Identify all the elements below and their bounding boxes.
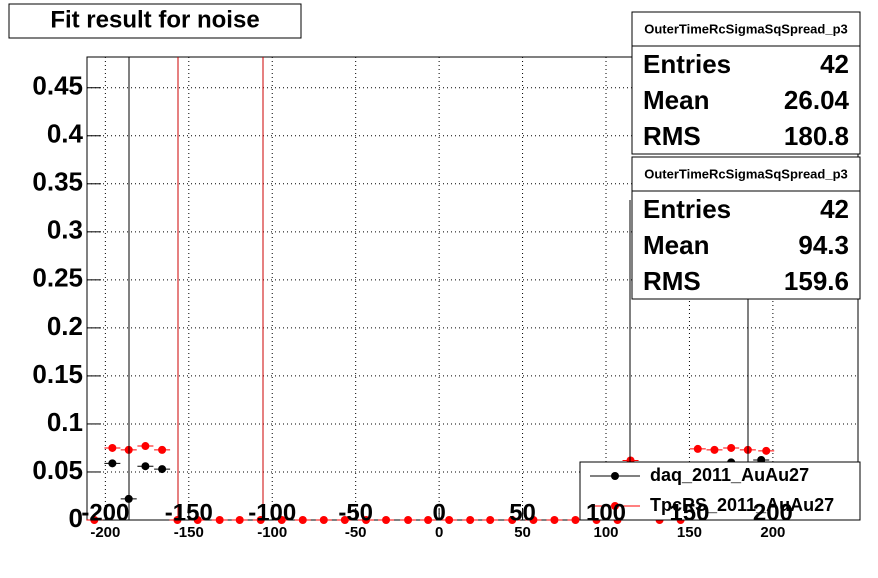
stats-value: 26.04 [784,85,850,115]
marker [141,442,150,451]
marker [141,462,150,471]
y-tick-label: 0.1 [47,407,83,437]
marker [486,516,495,524]
legend-entries: daq_2011_AuAu27 TpcRS_2011_AuAu27 [590,465,834,515]
y-tick-label: 0.3 [47,215,83,245]
marker [693,444,702,453]
stats-box [631,11,861,155]
stats-value: 94.3 [798,230,849,260]
marker [173,516,182,524]
x-tick-label-overlay: -200 [81,499,129,526]
marker [382,516,391,524]
marker [727,443,736,452]
x-tick-label-overlay: -100 [248,499,296,526]
x-tick-label-overlay: 100 [586,499,626,526]
y-tick-label: 0 [69,503,83,533]
x-tick-label: 50 [514,524,531,541]
stats-label: Mean [643,85,709,115]
legend [579,461,861,521]
x-tick-label: -150 [174,524,204,541]
x-tick-label-overlay: 50 [509,499,536,526]
marker [550,516,559,524]
legend-label: daq_2011_AuAu27 [650,465,809,485]
marker [508,516,517,524]
marker [340,516,349,524]
marker [319,516,328,524]
stats-label: Entries [643,49,731,79]
y-tick-label: 0.2 [47,311,83,341]
marker [215,516,224,524]
marker [235,516,244,524]
marker [424,516,433,524]
marker [571,516,580,524]
x-tick-label: -50 [345,524,367,541]
legend-marker [611,472,619,480]
marker [404,516,413,524]
marker [762,446,771,455]
x-tick-label: -100 [257,524,287,541]
x-tick-label-overlay: -50 [338,499,373,526]
y-tick-label: 0.4 [47,119,84,149]
marker [445,516,454,524]
y-tick-label: 0.25 [32,263,83,293]
stats-label: Entries [643,194,731,224]
stats-value: 42 [820,194,849,224]
marker [108,459,117,468]
stats-value: 42 [820,49,849,79]
marker [529,516,538,524]
y-tick-label: 0.15 [32,359,83,389]
x-tick-label-overlay: 150 [669,499,709,526]
stats-label: RMS [643,121,701,151]
marker [710,445,719,454]
stats-value: 180.8 [784,121,849,151]
x-tick-label: 150 [677,524,702,541]
marker [466,516,475,524]
stats-label: RMS [643,266,701,296]
marker [90,516,99,524]
marker [298,516,307,524]
marker [158,445,167,454]
x-tick-label-overlay: 200 [753,499,793,526]
stats-value: 159.6 [784,266,849,296]
x-tick-label: 0 [435,524,443,541]
x-tick-label: -200 [90,524,120,541]
stats-title: OuterTimeRcSigmaSqSpread_p3 [644,166,848,181]
marker [193,516,202,524]
x-tick-label-overlay: 0 [432,499,445,526]
x-tick-label: 100 [593,524,618,541]
stats-box [631,156,861,300]
legend-label: TpcRS_2011_AuAu27 [650,495,834,515]
chart-title: Fit result for noise [50,6,259,33]
marker [362,516,371,524]
title-box [8,3,302,39]
stats-title: OuterTimeRcSigmaSqSpread_p3 [644,21,848,36]
marker [108,443,117,452]
y-tick-label: 0.05 [32,455,83,485]
stats-boxes: OuterTimeRcSigmaSqSpread_p3 Entries 42 Mean… [631,11,861,300]
y-tick-label: 0.35 [32,167,83,197]
x-tick-label: 200 [760,524,785,541]
marker [158,465,167,474]
legend-marker [611,502,619,510]
y-tick-label: 0.45 [32,71,83,101]
stats-label: Mean [643,230,709,260]
x-tick-label-overlay: -150 [165,499,213,526]
marker [277,516,286,524]
